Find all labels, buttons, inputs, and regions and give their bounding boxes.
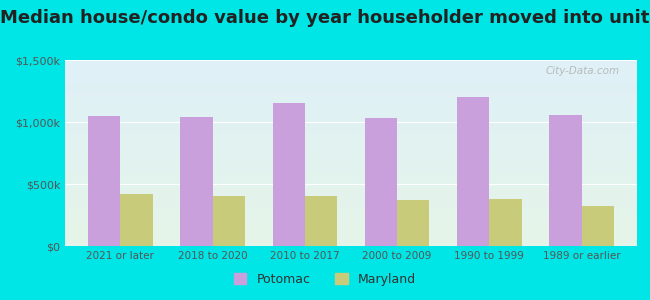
- Legend: Potomac, Maryland: Potomac, Maryland: [229, 268, 421, 291]
- Bar: [549, 115, 582, 246]
- Bar: [582, 206, 614, 246]
- Bar: [272, 103, 305, 246]
- Bar: [180, 117, 213, 246]
- Bar: [120, 194, 153, 246]
- Bar: [365, 118, 397, 246]
- Bar: [305, 196, 337, 246]
- Bar: [397, 200, 430, 246]
- Bar: [457, 97, 489, 246]
- Text: Median house/condo value by year householder moved into unit: Median house/condo value by year househo…: [0, 9, 650, 27]
- Bar: [489, 199, 522, 246]
- Bar: [213, 196, 245, 246]
- Bar: [88, 116, 120, 246]
- Text: City-Data.com: City-Data.com: [546, 66, 620, 76]
